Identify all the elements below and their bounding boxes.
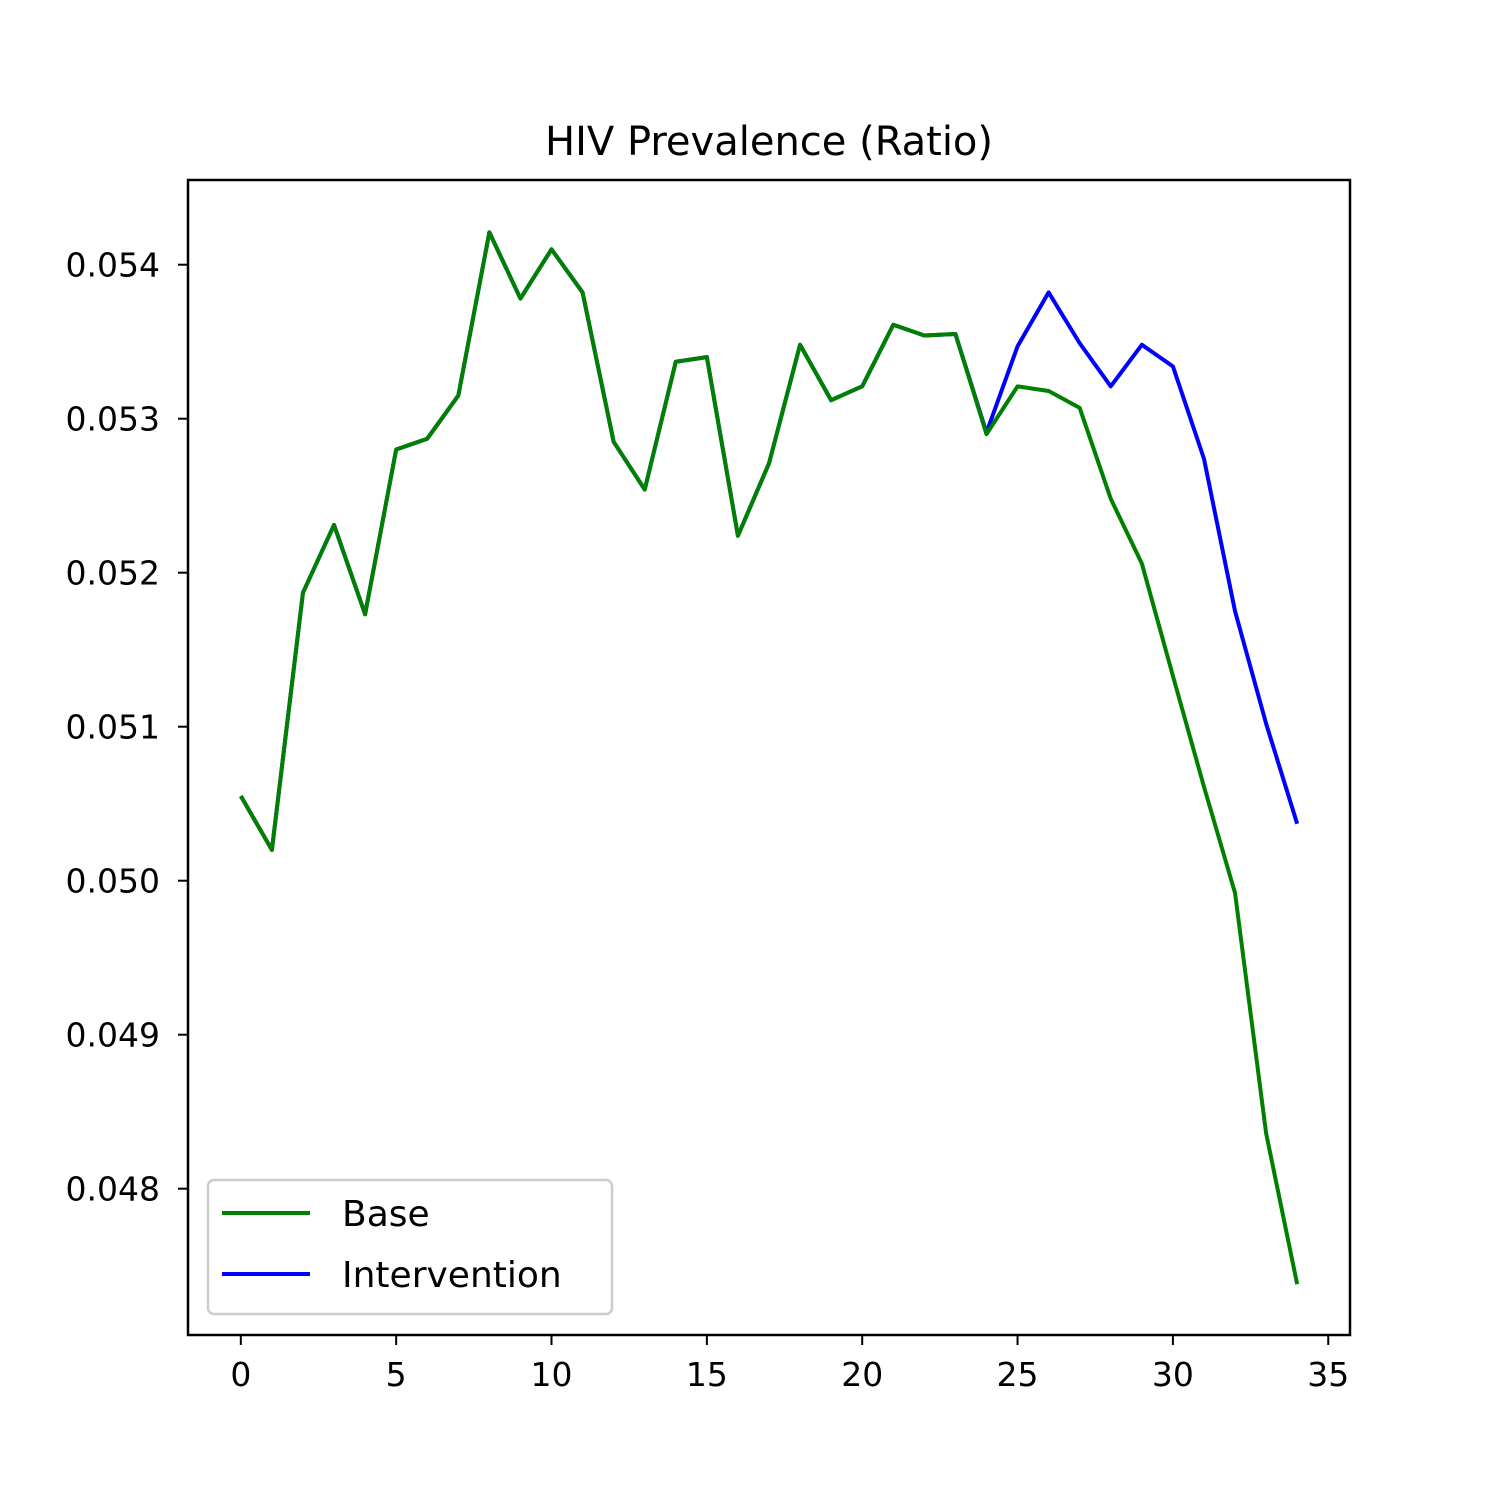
plot-area-frame [186, 178, 1352, 1337]
x-tick-label: 5 [386, 1355, 407, 1394]
chart-title: HIV Prevalence (Ratio) [545, 119, 993, 165]
x-tick-label: 20 [841, 1355, 883, 1394]
legend: Base Intervention [206, 1178, 614, 1316]
y-tick-label: 0.050 [66, 862, 160, 901]
x-tick-label: 15 [686, 1355, 728, 1394]
series-lines [239, 230, 1300, 1285]
series-line-base [239, 230, 1300, 1285]
x-tick-label: 10 [531, 1355, 573, 1394]
y-tick-label: 0.054 [66, 246, 160, 285]
y-tick-label: 0.048 [66, 1170, 160, 1209]
y-tick-label: 0.052 [66, 554, 160, 593]
x-tick-label: 35 [1307, 1355, 1349, 1394]
x-tick-label: 25 [997, 1355, 1039, 1394]
x-axis-ticks: 0 5 10 15 20 25 30 35 [230, 1335, 1349, 1394]
y-tick-label: 0.051 [66, 708, 160, 747]
legend-label-intervention: Intervention [342, 1255, 562, 1296]
plot-area-background [188, 180, 1350, 1335]
x-tick-label: 0 [230, 1355, 251, 1394]
y-tick-label: 0.053 [66, 400, 160, 439]
x-tick-label: 30 [1152, 1355, 1194, 1394]
y-tick-label: 0.049 [66, 1016, 160, 1055]
y-axis-ticks: 0.048 0.049 0.050 0.051 0.052 0.053 0.054 [66, 246, 188, 1209]
legend-label-base: Base [342, 1194, 430, 1235]
